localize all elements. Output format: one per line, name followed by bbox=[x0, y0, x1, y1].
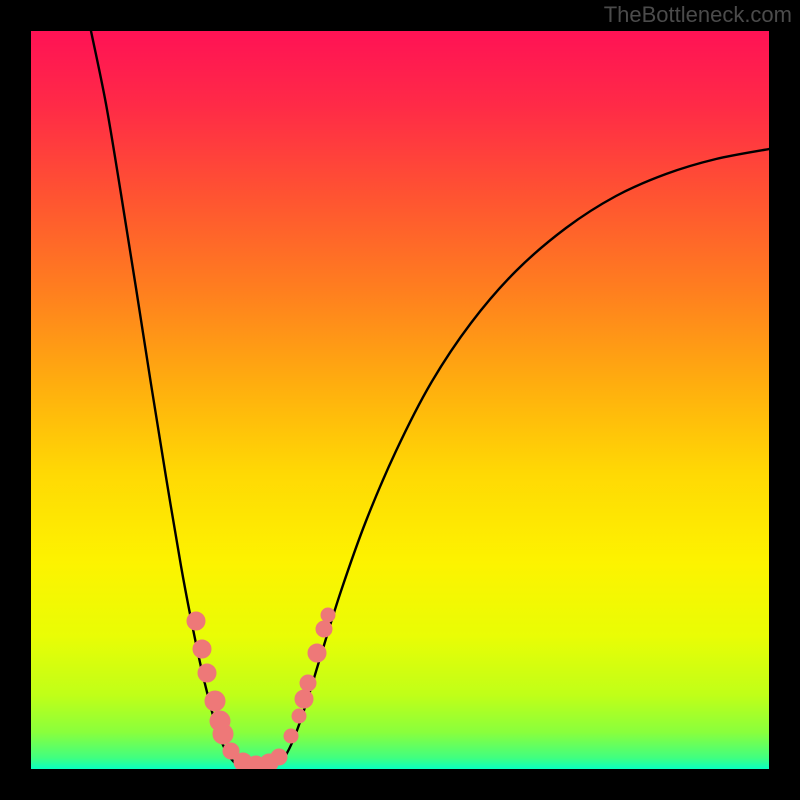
data-marker bbox=[300, 675, 316, 691]
data-marker bbox=[187, 612, 205, 630]
chart-container: TheBottleneck.com bbox=[0, 0, 800, 800]
plot-area bbox=[31, 31, 769, 769]
data-marker bbox=[213, 724, 233, 744]
bottleneck-curve bbox=[91, 31, 769, 768]
data-marker bbox=[321, 608, 335, 622]
curve-layer bbox=[31, 31, 769, 769]
data-marker bbox=[308, 644, 326, 662]
data-marker bbox=[284, 729, 298, 743]
data-marker bbox=[292, 709, 306, 723]
data-marker bbox=[198, 664, 216, 682]
data-marker bbox=[193, 640, 211, 658]
data-marker bbox=[295, 690, 313, 708]
watermark-text: TheBottleneck.com bbox=[604, 2, 792, 28]
data-marker bbox=[316, 621, 332, 637]
data-marker bbox=[271, 749, 287, 765]
data-marker bbox=[205, 691, 225, 711]
